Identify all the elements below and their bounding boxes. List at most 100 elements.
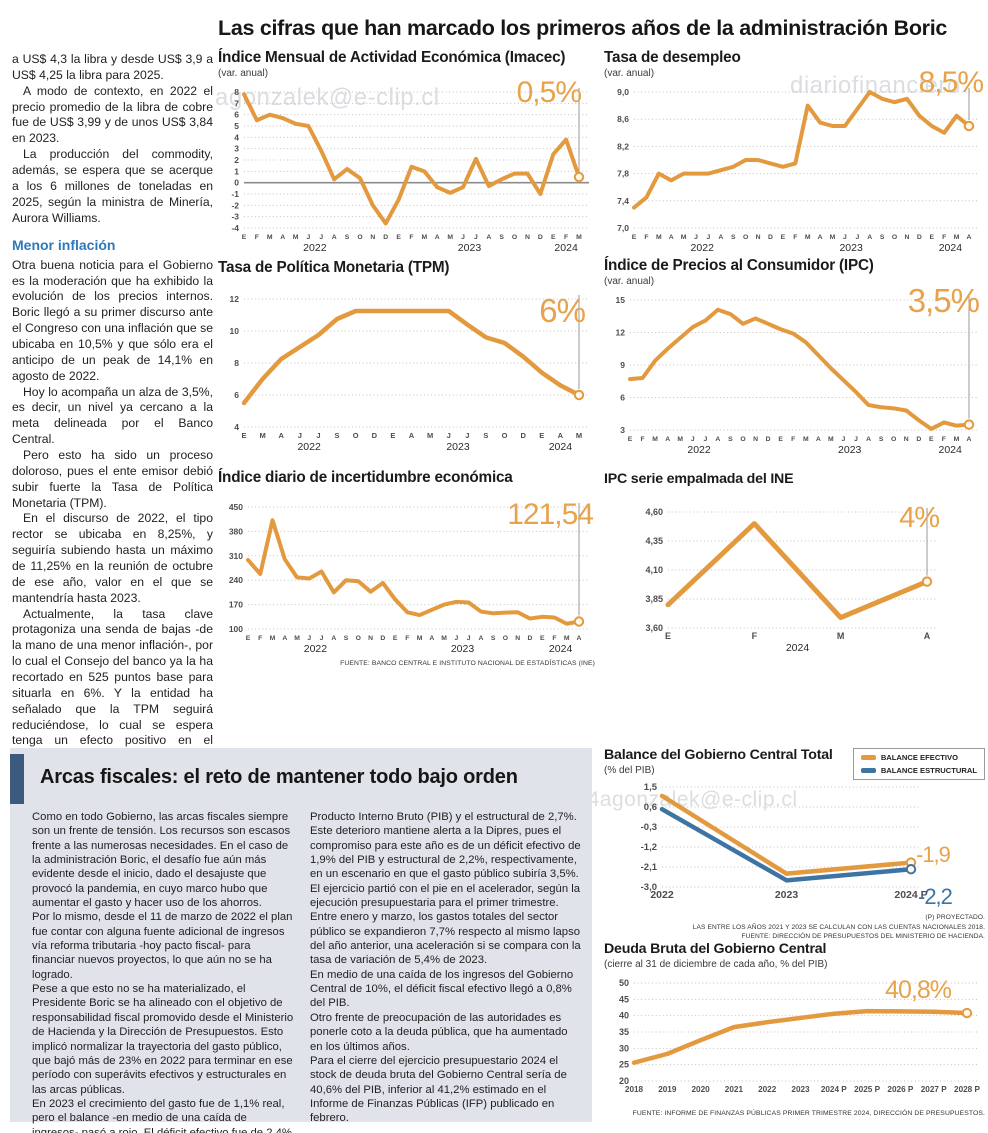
fiscal-paragraph: Producto Interno Bruto (PIB) y el estruc… [310, 811, 581, 881]
svg-text:A: A [718, 234, 723, 241]
svg-text:N: N [368, 635, 373, 642]
svg-text:240: 240 [229, 575, 243, 585]
svg-text:2023: 2023 [451, 643, 475, 655]
svg-text:M: M [803, 436, 809, 443]
svg-text:D: D [916, 436, 921, 443]
svg-text:D: D [380, 635, 385, 642]
svg-text:O: O [743, 234, 748, 241]
svg-text:O: O [356, 635, 361, 642]
article-paragraphs-bottom: Otra buena noticia para el Gobierno es l… [12, 258, 213, 797]
article-paragraphs-top: a US$ 4,3 la libra y desde US$ 3,9 a US$… [12, 52, 213, 226]
svg-text:2024: 2024 [939, 242, 963, 254]
chart-debt-subtitle: (cierre al 31 de diciembre de cada año, … [604, 958, 828, 970]
svg-text:M: M [294, 635, 300, 642]
svg-text:J: J [465, 431, 469, 440]
svg-text:F: F [564, 234, 568, 241]
svg-text:M: M [259, 431, 265, 440]
svg-text:A: A [665, 436, 670, 443]
svg-text:E: E [781, 234, 786, 241]
debt-callout: 40,8% [885, 976, 952, 1004]
svg-text:M: M [293, 234, 299, 241]
chart-uncertainty: Índice diario de incertidumbre económica… [218, 469, 595, 667]
article-paragraph: Pero esto ha sido un proceso doloroso, p… [12, 447, 213, 510]
svg-text:8: 8 [234, 87, 239, 97]
svg-text:S: S [344, 635, 349, 642]
fiscal-paragraph: En medio de una caída de los ingresos de… [310, 968, 574, 1010]
svg-text:7,8: 7,8 [617, 168, 629, 178]
svg-text:2022: 2022 [304, 643, 328, 655]
chart-debt-title: Deuda Bruta del Gobierno Central [604, 941, 827, 957]
svg-text:2022: 2022 [303, 242, 327, 254]
svg-text:A: A [558, 431, 564, 440]
svg-text:F: F [942, 234, 946, 241]
article-paragraph: En el discurso de 2022, el tipo rector s… [12, 511, 213, 605]
svg-text:S: S [879, 436, 884, 443]
svg-text:A: A [715, 436, 720, 443]
svg-text:M: M [427, 431, 433, 440]
svg-text:12: 12 [230, 294, 240, 304]
svg-text:S: S [728, 436, 733, 443]
svg-text:2018: 2018 [625, 1085, 644, 1094]
svg-text:J: J [320, 635, 324, 642]
svg-text:1,5: 1,5 [644, 782, 658, 793]
svg-text:E: E [246, 635, 251, 642]
svg-text:M: M [564, 635, 570, 642]
svg-text:4,60: 4,60 [645, 507, 663, 517]
chart-ipc-ine-title: IPC serie empalmada del INE [604, 471, 794, 487]
svg-text:F: F [405, 635, 409, 642]
svg-text:8: 8 [234, 358, 239, 368]
svg-text:J: J [307, 234, 311, 241]
svg-text:J: J [703, 436, 707, 443]
svg-text:S: S [491, 635, 496, 642]
svg-text:S: S [335, 431, 340, 440]
article-subhead: Menor inflación [12, 237, 116, 254]
chart-balance-subtitle: (% del PIB) [604, 764, 655, 776]
svg-text:D: D [520, 431, 526, 440]
chart-ipc-ine: IPC serie empalmada del INE 4,60 4,35 4,10… [604, 471, 985, 658]
chart-uncertainty-title: Índice diario de incertidumbre económica [218, 469, 513, 486]
svg-text:J: J [316, 431, 320, 440]
svg-text:M: M [576, 234, 582, 241]
svg-text:M: M [270, 635, 276, 642]
svg-text:A: A [816, 436, 821, 443]
svg-text:M: M [576, 431, 582, 440]
svg-text:30: 30 [619, 1043, 629, 1053]
fiscal-paragraph: En 2023 el crecimiento del gasto fue de … [32, 1097, 292, 1133]
svg-text:A: A [818, 234, 823, 241]
unemployment-callout: 8,5% [918, 66, 984, 99]
svg-text:2023: 2023 [838, 444, 862, 456]
balance-callout-estructural: -2,2 [918, 884, 953, 909]
chart-ipc-subtitle: (var. anual) [604, 275, 655, 287]
svg-text:S: S [731, 234, 736, 241]
svg-text:A: A [867, 234, 872, 241]
svg-text:2024: 2024 [938, 444, 962, 456]
fiscal-paragraph: El ejercicio partió con el pie en el ace… [310, 882, 581, 967]
svg-text:M: M [954, 234, 960, 241]
svg-text:7,0: 7,0 [617, 223, 629, 233]
svg-text:A: A [967, 234, 972, 241]
svg-text:E: E [539, 431, 544, 440]
svg-text:A: A [409, 431, 415, 440]
svg-text:O: O [353, 431, 359, 440]
svg-text:E: E [778, 436, 783, 443]
svg-text:A: A [331, 635, 336, 642]
svg-text:A: A [435, 234, 440, 241]
chart-imacec-title: Índice Mensual de Actividad Económica (I… [218, 49, 566, 66]
svg-text:2024: 2024 [549, 643, 573, 655]
chart-debt: Deuda Bruta del Gobierno Central (cierre… [604, 941, 985, 1116]
svg-text:3,85: 3,85 [645, 594, 663, 604]
svg-text:-1: -1 [231, 189, 239, 199]
svg-text:4: 4 [234, 132, 239, 142]
svg-text:S: S [880, 234, 885, 241]
svg-text:170: 170 [229, 599, 243, 609]
svg-text:3: 3 [234, 143, 239, 153]
svg-text:2022: 2022 [650, 889, 674, 901]
svg-text:A: A [924, 631, 931, 641]
svg-text:E: E [540, 635, 545, 642]
svg-text:O: O [502, 431, 508, 440]
svg-text:A: A [577, 635, 582, 642]
svg-text:20: 20 [619, 1076, 629, 1086]
svg-text:E: E [665, 631, 671, 641]
svg-text:D: D [766, 436, 771, 443]
